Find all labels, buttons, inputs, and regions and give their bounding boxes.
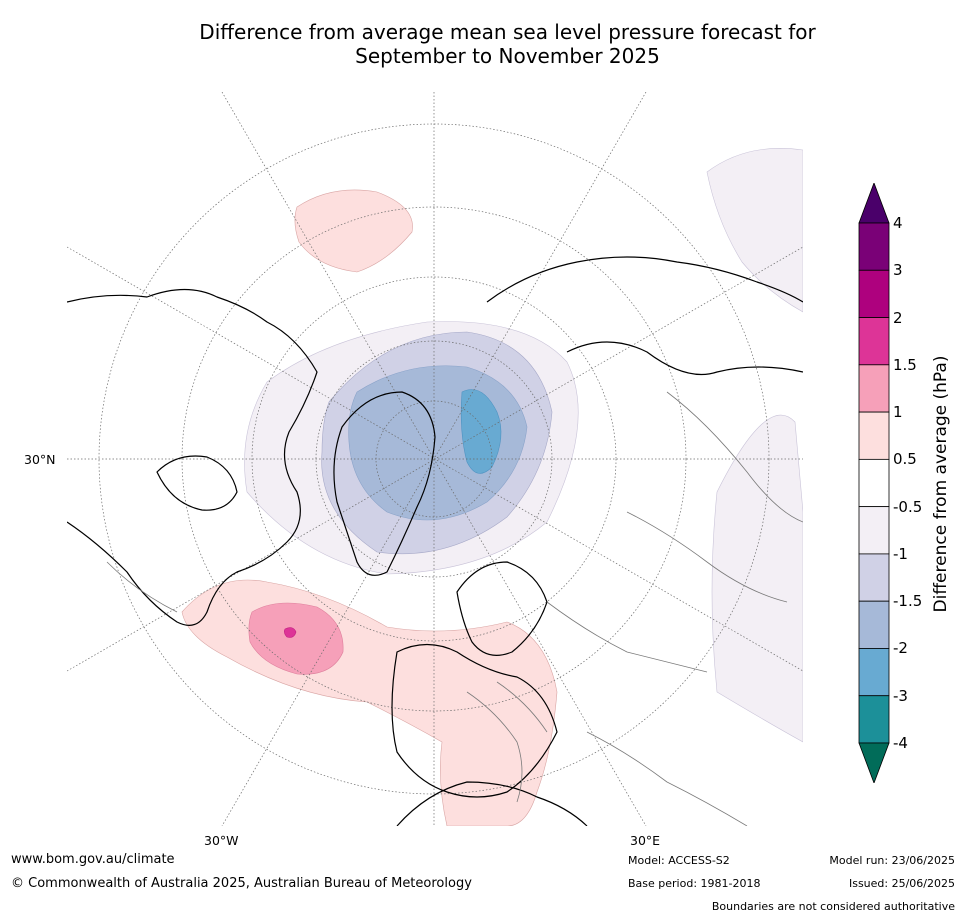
- colorbar-tick-label: 3: [893, 261, 903, 280]
- africa-coast: [396, 781, 588, 826]
- colorbar-segment: [858, 222, 890, 271]
- border-us-canada: [106, 561, 178, 613]
- anomaly-atlantic-strong: [248, 602, 344, 675]
- map-svg: [67, 92, 803, 826]
- base-period-text: Base period: 1981-2018: [628, 877, 761, 890]
- colorbar-segment: [858, 695, 890, 744]
- greenland-coast: [333, 391, 436, 576]
- colorbar-tick-label: 2: [893, 308, 903, 327]
- colorbar-segment: [858, 648, 890, 697]
- colorbar: [858, 183, 890, 783]
- colorbar-tick-label: -3: [893, 686, 908, 705]
- asia-coast: [566, 341, 803, 376]
- lat-label-30n: 30°N: [24, 452, 56, 467]
- border-asia-central: [626, 511, 788, 603]
- colorbar-segment: [858, 600, 890, 649]
- border-europe-1: [466, 691, 523, 803]
- copyright-text: © Commonwealth of Australia 2025, Austra…: [11, 876, 472, 891]
- coastlines: [67, 256, 803, 826]
- website-link[interactable]: www.bom.gov.au/climate: [11, 852, 175, 867]
- lon-label-30e: 30°E: [630, 833, 661, 848]
- disclaimer-text: Boundaries are not considered authoritat…: [711, 900, 955, 913]
- colorbar-segment: [858, 411, 890, 460]
- colorbar-segments: [858, 183, 890, 783]
- colorbar-segment: [858, 269, 890, 318]
- issued-text: Issued: 25/06/2025: [848, 877, 955, 890]
- hudson-bay-coast: [156, 455, 238, 511]
- colorbar-segment: [858, 458, 890, 508]
- colorbar-tick-label: -1: [893, 544, 908, 563]
- colorbar-tick-label: 0.5: [893, 450, 917, 469]
- colorbar-segment: [858, 317, 890, 366]
- anomaly-layer: [181, 148, 803, 826]
- lon-label-30w: 30°W: [204, 833, 239, 848]
- model-run-text: Model run: 23/06/2025: [829, 854, 955, 867]
- colorbar-tick-label: -1.5: [893, 592, 923, 611]
- anomaly-atlantic-peak: [284, 627, 297, 638]
- borders: [106, 391, 803, 826]
- north-america-coast: [67, 288, 318, 626]
- border-middle-east: [586, 731, 748, 826]
- colorbar-tick-label: 4: [893, 214, 903, 232]
- graticule: [67, 92, 803, 826]
- colorbar-segment: [858, 506, 890, 555]
- colorbar-segment: [858, 553, 890, 602]
- anomaly-northeast-light: [706, 148, 803, 313]
- colorbar-arrow-top: [858, 183, 890, 224]
- colorbar-tick-label: 1: [893, 403, 903, 422]
- colorbar-tick-label: -0.5: [893, 497, 923, 516]
- colorbar-arrow-bottom: [858, 742, 890, 783]
- colorbar-title: Difference from average (hPa): [931, 355, 951, 613]
- border-china: [666, 391, 803, 523]
- colorbar-tick-label: -2: [893, 639, 908, 658]
- europe-coast: [391, 643, 558, 798]
- colorbar-segment: [858, 364, 890, 413]
- anomaly-bering-positive: [294, 189, 413, 273]
- model-text: Model: ACCESS-S2: [628, 854, 730, 867]
- anomaly-east-asia-light: [711, 414, 803, 743]
- colorbar-tick-label: -4: [893, 734, 908, 752]
- border-russia-west: [546, 601, 708, 673]
- polar-map: [67, 92, 803, 826]
- title-line-2: September to November 2025: [355, 44, 660, 68]
- anomaly-barents-strong: [460, 389, 502, 474]
- siberia-coast: [486, 256, 803, 303]
- colorbar-tick-label: 1.5: [893, 355, 917, 374]
- scandinavia-coast: [456, 561, 548, 656]
- title-line-1: Difference from average mean sea level p…: [199, 20, 816, 44]
- anomaly-atlantic-europe-positive: [181, 579, 558, 826]
- border-europe-2: [496, 681, 548, 733]
- map-title: Difference from average mean sea level p…: [60, 20, 955, 68]
